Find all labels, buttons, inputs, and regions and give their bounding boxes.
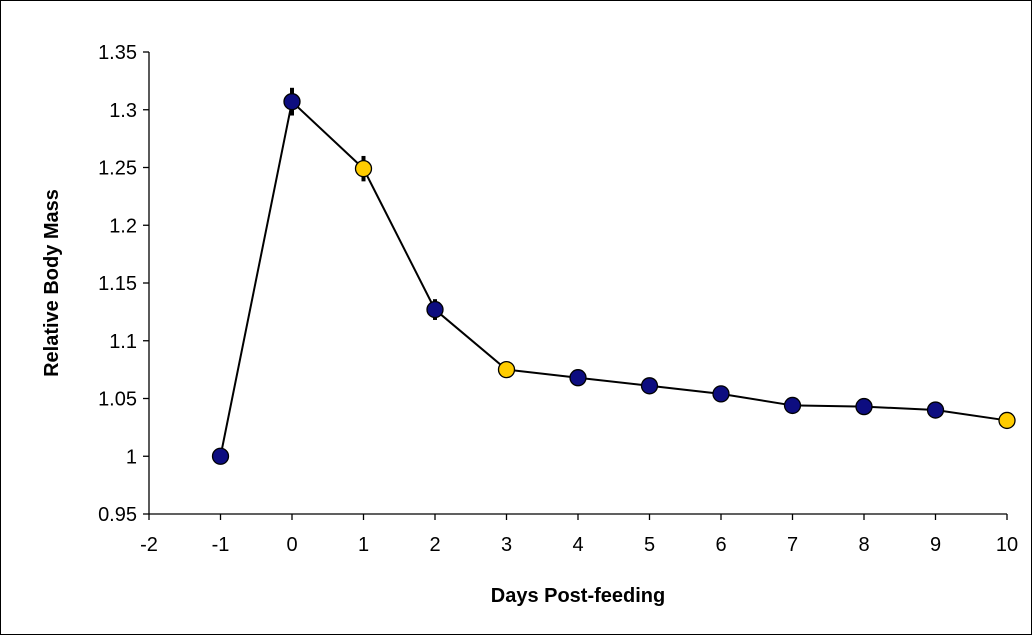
x-tick-label: 3 <box>501 534 512 556</box>
x-tick-label: 2 <box>429 534 440 556</box>
x-tick-label: 8 <box>858 534 869 556</box>
x-axis-title: Days Post-feeding <box>491 585 665 607</box>
ticks: 0.95 1 1.05 1.1 1.15 1.2 1.25 1.3 1.35 -2 -1 0 1 2 3 4 5… <box>98 42 1018 556</box>
axes <box>148 52 1007 515</box>
data-point <box>569 369 587 387</box>
data-point <box>283 93 301 111</box>
data-point <box>712 385 730 403</box>
x-tick-label: 10 <box>996 534 1018 556</box>
data-point <box>640 377 659 395</box>
data-points <box>211 87 1016 465</box>
x-tick-label: 0 <box>286 534 297 556</box>
y-tick-label: 1 <box>126 446 137 468</box>
y-tick-label: 1.05 <box>98 389 137 411</box>
x-tick-label: 7 <box>787 534 798 556</box>
y-tick-label: 1.3 <box>109 100 137 122</box>
series-line-layer <box>219 99 1008 457</box>
x-tick-label: 6 <box>715 534 726 556</box>
y-tick-label: 1.2 <box>109 215 137 237</box>
data-point <box>855 397 873 416</box>
x-tick-label: 4 <box>572 534 583 556</box>
y-tick-label: 0.95 <box>98 504 137 526</box>
data-point <box>497 360 516 379</box>
y-axis-title: Relative Body Mass <box>41 189 63 377</box>
x-tick-label: 9 <box>930 534 941 556</box>
y-tick-label: 1.25 <box>98 158 137 180</box>
data-point <box>783 396 802 415</box>
y-tick-label: 1.1 <box>109 331 137 353</box>
x-tick-label: 1 <box>358 534 369 556</box>
data-point <box>426 300 444 319</box>
data-point <box>211 447 230 465</box>
x-tick-label: -2 <box>140 534 158 556</box>
series-line <box>219 99 1008 457</box>
x-tick-label: 5 <box>644 534 655 556</box>
data-point <box>926 401 945 419</box>
y-tick-label: 1.15 <box>98 273 137 295</box>
data-point <box>998 411 1016 430</box>
y-tick-label: 1.35 <box>98 42 137 64</box>
x-tick-label: -1 <box>212 534 230 556</box>
data-point <box>354 160 373 178</box>
